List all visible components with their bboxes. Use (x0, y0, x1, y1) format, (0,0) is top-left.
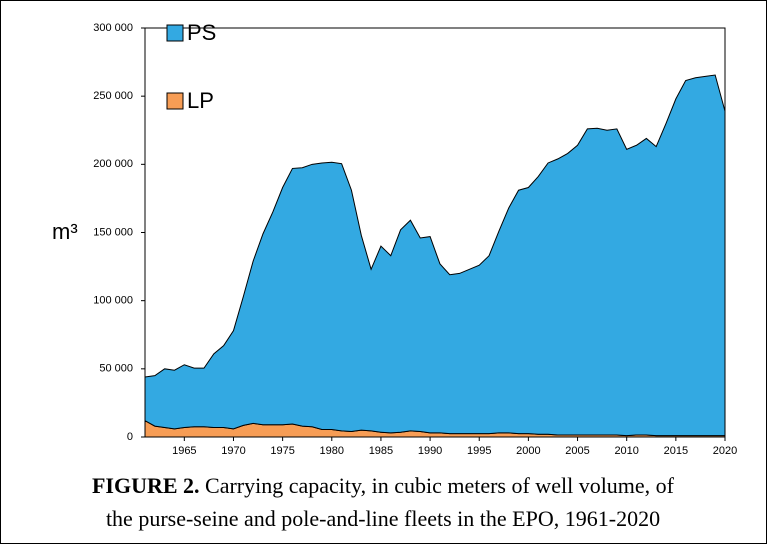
x-tick-label: 2005 (565, 445, 589, 457)
x-tick-label: 2015 (664, 445, 688, 457)
x-tick-label: 1980 (320, 445, 344, 457)
x-tick-label: 1985 (369, 445, 393, 457)
x-tick-label: 1970 (221, 445, 245, 457)
caption-line2: the purse-seine and pole-and-line fleets… (106, 506, 660, 531)
y-tick-label: 0 (127, 431, 133, 443)
legend-swatch (166, 24, 184, 42)
y-tick-label: 250 000 (93, 90, 133, 102)
y-tick-label: 300 000 (93, 22, 133, 34)
caption-text: Carrying capacity, in cubic meters of we… (205, 473, 675, 498)
area (144, 74, 726, 437)
caption-line1: FIGURE 2. Carrying capacity, in cubic me… (92, 473, 675, 498)
y-tick-label: 150 000 (93, 226, 133, 238)
x-tick-label: 1995 (467, 445, 491, 457)
y-tick-label: 100 000 (93, 295, 133, 307)
x-tick-label: 2010 (614, 445, 638, 457)
x-tick-label: 1990 (418, 445, 442, 457)
x-tick-label: 2000 (516, 445, 540, 457)
y-axis-label: m³ (52, 219, 78, 244)
caption-label: FIGURE 2. (92, 473, 200, 498)
x-tick-label: 2020 (713, 445, 737, 457)
y-tick-label: 200 000 (93, 158, 133, 170)
x-tick-label: 1965 (172, 445, 196, 457)
x-tick-label: 1975 (270, 445, 294, 457)
legend-label: LP (187, 88, 214, 113)
y-tick-label: 50 000 (99, 363, 133, 375)
legend-label: PS (187, 20, 216, 45)
legend-swatch (166, 92, 184, 110)
